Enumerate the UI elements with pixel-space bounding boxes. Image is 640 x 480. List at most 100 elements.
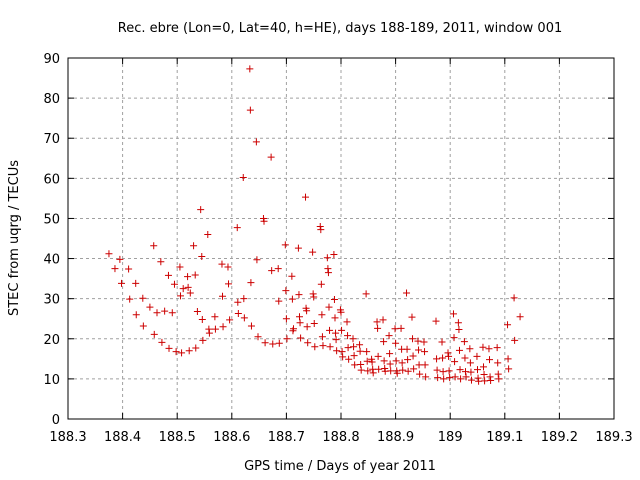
data-point: [374, 352, 382, 360]
data-point: [302, 193, 310, 201]
data-point: [275, 297, 283, 305]
data-point: [386, 360, 394, 368]
data-point: [409, 335, 417, 343]
y-tick-label: 90: [43, 52, 60, 67]
data-point: [164, 271, 172, 279]
data-point: [451, 358, 459, 366]
data-point: [260, 217, 268, 225]
data-point: [118, 279, 126, 287]
data-point: [380, 357, 388, 365]
data-point: [139, 294, 147, 302]
data-point: [326, 343, 334, 351]
y-tick-label: 70: [43, 132, 60, 147]
data-point: [398, 359, 406, 367]
x-tick-label: 188.4: [104, 430, 141, 445]
x-tick-label: 189.2: [541, 430, 578, 445]
data-point: [211, 325, 219, 333]
data-point: [368, 358, 376, 366]
data-point: [178, 349, 186, 357]
data-point: [332, 329, 340, 337]
data-point: [403, 289, 411, 297]
y-tick-label: 20: [43, 333, 60, 348]
data-point: [486, 356, 494, 364]
data-point: [247, 322, 255, 330]
data-point: [494, 359, 502, 367]
data-point: [176, 263, 184, 271]
data-points: [105, 65, 524, 385]
data-point: [473, 352, 481, 360]
data-point: [211, 313, 219, 321]
data-point: [296, 319, 304, 327]
data-point: [246, 65, 254, 73]
data-point: [176, 292, 184, 300]
data-point: [392, 357, 400, 365]
data-point: [403, 345, 411, 353]
data-point: [158, 338, 166, 346]
data-point: [420, 338, 428, 346]
data-point: [391, 325, 399, 333]
data-point: [240, 314, 248, 322]
data-point: [224, 263, 232, 271]
data-point: [505, 365, 513, 373]
y-tick-label: 50: [43, 212, 60, 227]
x-tick-label: 189.3: [595, 430, 632, 445]
data-point: [504, 355, 512, 363]
data-point: [511, 336, 519, 344]
data-point: [479, 343, 487, 351]
data-point: [289, 325, 297, 333]
data-point: [455, 326, 463, 334]
data-point: [415, 346, 423, 354]
data-point: [105, 250, 113, 258]
data-point: [330, 295, 338, 303]
data-point: [422, 373, 430, 381]
data-point: [362, 290, 370, 298]
data-point: [386, 350, 394, 358]
data-point: [288, 272, 296, 280]
data-point: [387, 367, 395, 375]
data-point: [318, 311, 326, 319]
data-point: [350, 343, 358, 351]
data-point: [191, 271, 199, 279]
data-point: [295, 291, 303, 299]
chart-title: Rec. ebre (Lon=0, Lat=40, h=HE), days 18…: [118, 21, 562, 36]
data-point: [375, 365, 383, 373]
x-tick-label: 189.1: [486, 430, 523, 445]
data-point: [204, 230, 212, 238]
data-point: [363, 357, 371, 365]
data-point: [450, 334, 458, 342]
data-point: [268, 267, 276, 275]
data-point: [414, 337, 422, 345]
x-tick-label: 188.6: [213, 430, 250, 445]
data-point: [198, 316, 206, 324]
data-point: [475, 377, 483, 385]
data-point: [467, 376, 475, 384]
data-point: [309, 290, 317, 298]
data-point: [374, 324, 382, 332]
data-point: [480, 370, 488, 378]
data-point: [504, 321, 512, 329]
data-point: [234, 298, 242, 306]
data-point: [184, 283, 192, 291]
x-tick-label: 188.5: [159, 430, 196, 445]
data-point: [369, 369, 377, 377]
x-tick-label: 188.3: [49, 430, 86, 445]
data-point: [198, 253, 206, 261]
data-point: [356, 347, 364, 355]
data-point: [323, 254, 331, 262]
x-tick-label: 188.8: [322, 430, 359, 445]
data-point: [439, 368, 447, 376]
data-point: [192, 344, 200, 352]
data-point: [324, 269, 332, 277]
y-tick-label: 30: [43, 293, 60, 308]
data-point: [172, 348, 180, 356]
data-point: [481, 377, 489, 385]
data-point: [324, 265, 332, 273]
data-point: [294, 244, 302, 252]
data-point: [139, 322, 147, 330]
data-point: [132, 279, 140, 287]
data-point: [219, 292, 227, 300]
data-point: [466, 345, 474, 353]
data-point: [344, 332, 352, 340]
data-point: [132, 311, 140, 319]
data-point: [416, 370, 424, 378]
